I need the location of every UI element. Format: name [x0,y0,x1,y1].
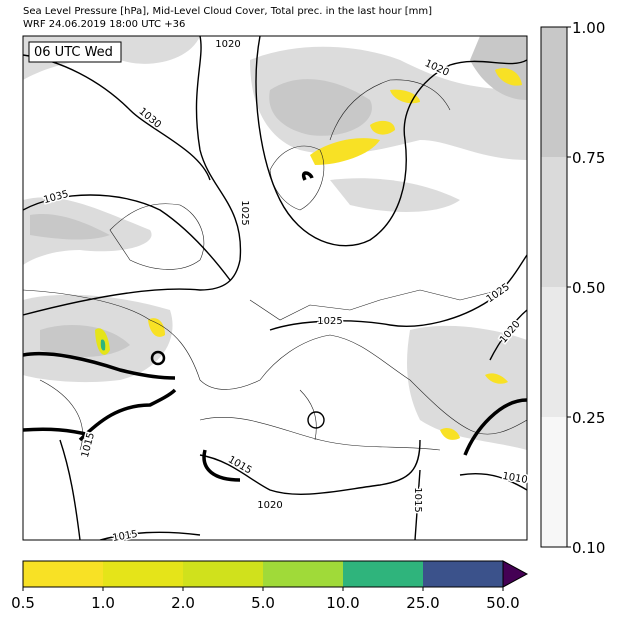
colorbar-tick-label: 25.0 [406,594,439,612]
colorbar-tick-label: 2.0 [171,594,195,612]
colorbar-segment [541,157,567,287]
isobar-label: 1025 [317,316,342,327]
colorbar-tick-label: 0.50 [572,279,605,297]
colorbar-segment [541,287,567,417]
colorbar-tick-label: 0.75 [572,149,605,167]
time-box [28,41,122,63]
map: 06 UTC Wed 10201020103010351025102510251… [22,35,530,546]
isobar-label: 1020 [215,39,240,50]
colorbar-segment [23,561,103,587]
colorbar-tick-label: 1.00 [572,19,605,37]
colorbar-tick-label: 0.5 [11,594,35,612]
colorbar-tick-label: 0.10 [572,539,605,557]
title-line-2: WRF 24.06.2019 18:00 UTC +36 [23,19,185,30]
colorbar-segment [103,561,183,587]
isobar-label: 1015 [412,487,423,512]
time-label: 06 UTC Wed [34,45,113,60]
colorbar-segment [263,561,343,587]
colorbar-tick-label: 50.0 [486,594,519,612]
isobar-label: 1020 [257,500,282,511]
colorbar-segment [541,27,567,157]
colorbar-segment [541,417,567,547]
map-content [23,36,527,540]
isobar-label: 1025 [239,200,250,225]
colorbar-segment [343,561,423,587]
colorbar-segment [183,561,263,587]
colorbar-tick-label: 10.0 [326,594,359,612]
map-frame [22,35,528,541]
colorbar-tick-label: 0.25 [572,409,605,427]
title-line-1: Sea Level Pressure [hPa], Mid-Level Clou… [23,6,432,17]
precip-colorbar: 0.5 1.0 2.0 5.0 10.0 25.0 50.0 [11,560,529,612]
colorbar-tick-label: 1.0 [91,594,115,612]
colorbar-extension [502,560,529,588]
colorbar-segment [423,561,503,587]
cloud-colorbar: 0.10 0.25 0.50 0.75 1.00 [540,19,605,557]
colorbar-tick-label: 5.0 [251,594,275,612]
